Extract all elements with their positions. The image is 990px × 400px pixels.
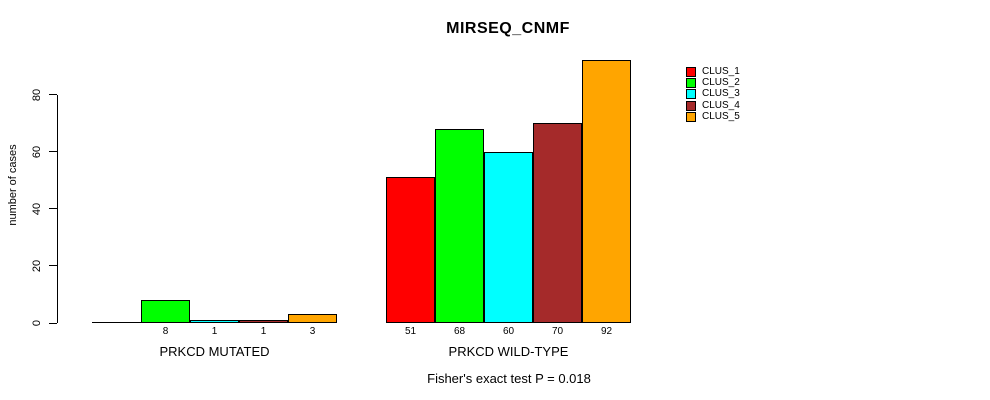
legend-row-clus_1: CLUS_1 (686, 66, 740, 77)
legend-row-clus_4: CLUS_4 (686, 100, 740, 111)
bar-clus-1-prkcd-wild-type (386, 177, 435, 323)
y-tick-mark (49, 208, 57, 210)
legend-swatch-clus_3 (686, 89, 696, 100)
y-tick-mark (49, 322, 57, 324)
legend: CLUS_1 CLUS_2 CLUS_3 CLUS_4 CLUS_5 (686, 66, 740, 123)
bar-clus-2-prkcd-mutated (141, 300, 190, 323)
y-tick-mark (49, 94, 57, 96)
bar-value-label: 92 (600, 326, 613, 337)
bar-clus-1-prkcd-mutated (92, 322, 141, 323)
legend-row-clus_2: CLUS_2 (686, 77, 740, 89)
bar-clus-5-prkcd-mutated (288, 314, 337, 323)
legend-swatch-clus_2 (686, 78, 696, 89)
bar-clus-4-prkcd-wild-type (533, 123, 582, 323)
bar-value-label: 51 (404, 326, 417, 337)
legend-row-clus_3: CLUS_3 (686, 89, 740, 100)
legend-swatch-clus_4 (686, 100, 696, 111)
y-tick-label: 20 (31, 259, 43, 272)
bar-value-label: 68 (453, 326, 466, 337)
bar-clus-2-prkcd-wild-type (435, 129, 484, 323)
bar-clus-3-prkcd-wild-type (484, 152, 533, 323)
bar-value-label: 3 (309, 326, 316, 337)
footnote-text: Fisher's exact test P = 0.018 (427, 371, 591, 386)
bar-value-label: 70 (551, 326, 564, 337)
y-axis-label: number of cases (7, 144, 19, 226)
y-tick-label: 0 (31, 319, 43, 327)
bar-clus-3-prkcd-mutated (190, 320, 239, 323)
bar-value-label: 60 (502, 326, 515, 337)
bar-value-label: 1 (260, 326, 267, 337)
y-axis-line (57, 94, 58, 323)
bar-value-label: 1 (211, 326, 218, 337)
group-label-mutated: PRKCD MUTATED (159, 344, 270, 359)
bar-clus-4-prkcd-mutated (239, 320, 288, 323)
legend-label: CLUS_1 (702, 65, 740, 77)
legend-label: CLUS_3 (702, 88, 740, 100)
group-label-wild-type: PRKCD WILD-TYPE (448, 344, 569, 359)
bar-value-label: 8 (162, 326, 169, 337)
legend-label: CLUS_2 (702, 77, 740, 89)
legend-row-clus_5: CLUS_5 (686, 112, 740, 123)
legend-swatch-clus_1 (686, 66, 696, 77)
y-tick-mark (49, 151, 57, 153)
y-tick-label: 60 (31, 145, 43, 158)
chart-title: MIRSEQ_CNMF (446, 20, 570, 37)
y-tick-label: 80 (31, 88, 43, 101)
legend-swatch-clus_5 (686, 112, 696, 123)
bar-clus-5-prkcd-wild-type (582, 60, 631, 323)
y-tick-mark (49, 265, 57, 267)
y-tick-label: 40 (31, 202, 43, 215)
legend-label: CLUS_4 (702, 99, 740, 111)
legend-label: CLUS_5 (702, 111, 740, 123)
